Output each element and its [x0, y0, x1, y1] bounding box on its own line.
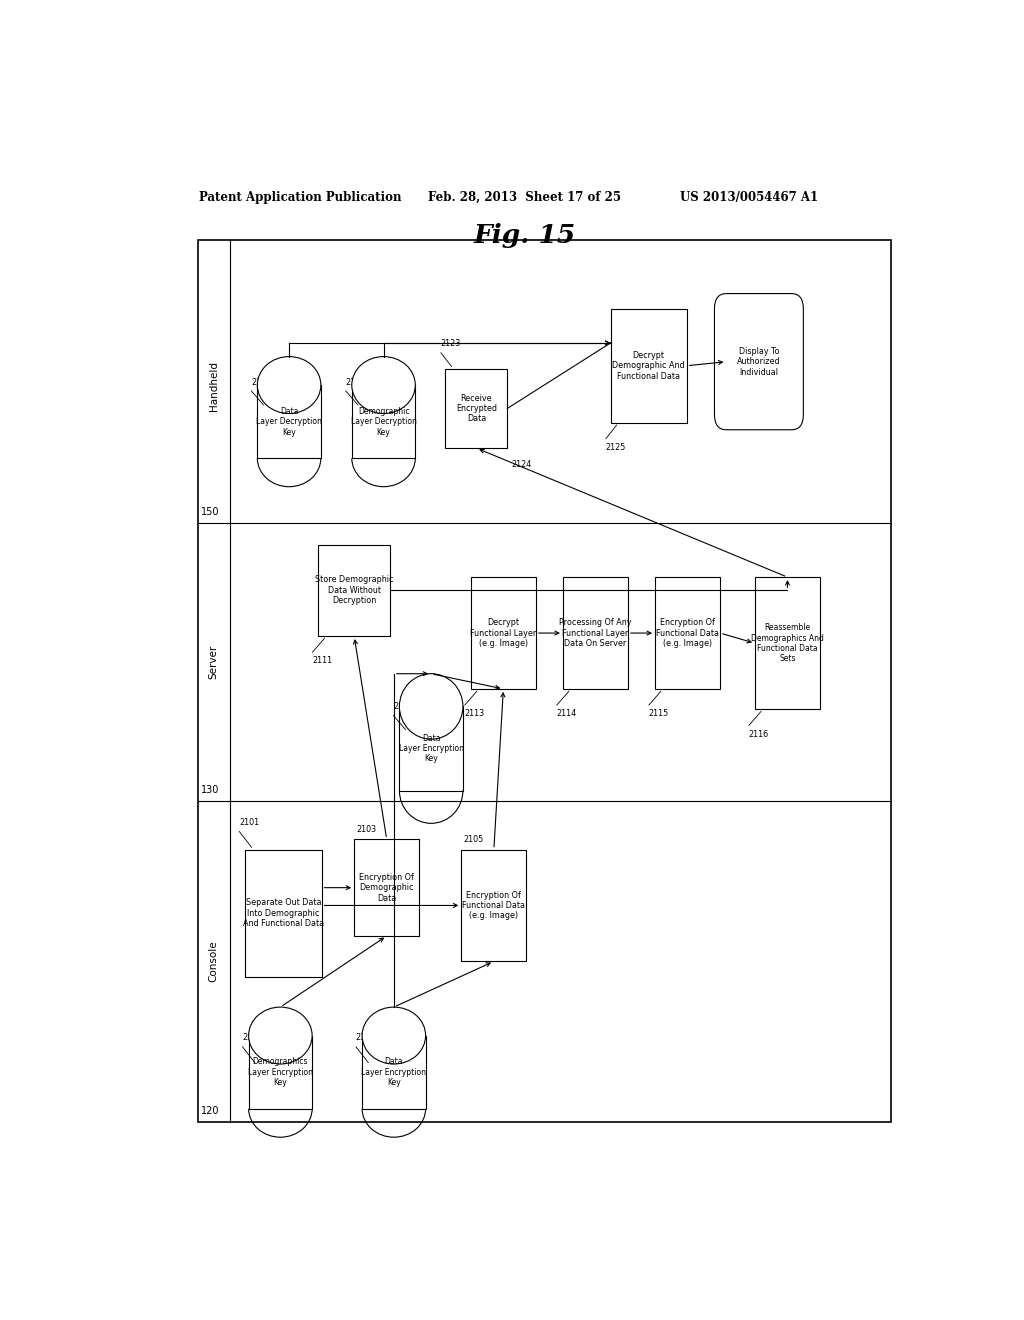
Ellipse shape	[352, 356, 416, 413]
Text: Data
Layer Decryption
Key: Data Layer Decryption Key	[256, 407, 322, 437]
Text: 120: 120	[201, 1106, 219, 1115]
Text: 2104: 2104	[355, 1034, 376, 1043]
Text: Reassemble
Demographics And
Functional Data
Sets: Reassemble Demographics And Functional D…	[751, 623, 824, 664]
Text: Display To
Authorized
Individual: Display To Authorized Individual	[737, 347, 780, 376]
FancyBboxPatch shape	[249, 1036, 312, 1109]
Text: Decrypt
Demographic And
Functional Data: Decrypt Demographic And Functional Data	[612, 351, 685, 380]
FancyBboxPatch shape	[198, 240, 892, 1122]
Text: 2122: 2122	[345, 378, 366, 387]
Text: Encryption Of
Functional Data
(e.g. Image): Encryption Of Functional Data (e.g. Imag…	[656, 618, 719, 648]
Text: Server: Server	[209, 644, 219, 678]
Text: Receive
Encrypted
Data: Receive Encrypted Data	[456, 393, 497, 424]
Text: Patent Application Publication: Patent Application Publication	[200, 190, 402, 203]
Text: 2103: 2103	[356, 825, 377, 834]
FancyBboxPatch shape	[563, 577, 628, 689]
Text: US 2013/0054467 A1: US 2013/0054467 A1	[680, 190, 818, 203]
FancyBboxPatch shape	[655, 577, 720, 689]
Text: Processing Of Any
Functional Layer
Data On Server: Processing Of Any Functional Layer Data …	[559, 618, 632, 648]
Ellipse shape	[257, 356, 321, 413]
Text: Handheld: Handheld	[209, 362, 219, 411]
Text: 2123: 2123	[440, 339, 461, 348]
Text: 2125: 2125	[606, 444, 626, 451]
Text: 2104: 2104	[251, 378, 271, 387]
FancyBboxPatch shape	[354, 840, 419, 936]
Text: 2124: 2124	[511, 461, 531, 470]
Text: 2112: 2112	[393, 702, 414, 711]
Text: Feb. 28, 2013  Sheet 17 of 25: Feb. 28, 2013 Sheet 17 of 25	[428, 190, 621, 203]
Text: Demographic
Layer Decryption
Key: Demographic Layer Decryption Key	[350, 407, 417, 437]
Text: Decrypt
Functional Layer
(e.g. Image): Decrypt Functional Layer (e.g. Image)	[470, 618, 537, 648]
Text: 2114: 2114	[557, 709, 577, 718]
FancyBboxPatch shape	[471, 577, 536, 689]
Text: 2105: 2105	[464, 836, 484, 845]
Text: 130: 130	[201, 784, 219, 795]
FancyBboxPatch shape	[755, 577, 820, 709]
Text: 2113: 2113	[465, 709, 484, 718]
FancyBboxPatch shape	[610, 309, 687, 422]
Text: 2116: 2116	[749, 730, 769, 739]
Text: 2115: 2115	[648, 709, 669, 718]
FancyBboxPatch shape	[461, 850, 526, 961]
FancyBboxPatch shape	[445, 368, 507, 447]
Text: 2111: 2111	[312, 656, 332, 665]
Ellipse shape	[399, 673, 463, 739]
Text: Separate Out Data
Into Demographic
And Functional Data: Separate Out Data Into Demographic And F…	[243, 898, 325, 928]
Text: Demographics
Layer Encryption
Key: Demographics Layer Encryption Key	[248, 1057, 313, 1088]
FancyBboxPatch shape	[362, 1036, 426, 1109]
Text: Store Demographic
Data Without
Decryption: Store Demographic Data Without Decryptio…	[315, 576, 393, 606]
Ellipse shape	[362, 1007, 426, 1064]
Text: Encryption Of
Functional Data
(e.g. Image): Encryption Of Functional Data (e.g. Imag…	[463, 891, 525, 920]
Ellipse shape	[249, 1007, 312, 1064]
Text: Fig. 15: Fig. 15	[474, 223, 575, 248]
Text: Encryption Of
Demographic
Data: Encryption Of Demographic Data	[359, 873, 414, 903]
FancyBboxPatch shape	[257, 385, 321, 458]
FancyBboxPatch shape	[715, 293, 804, 430]
FancyBboxPatch shape	[318, 545, 390, 636]
FancyBboxPatch shape	[246, 850, 322, 977]
FancyBboxPatch shape	[399, 706, 463, 791]
Text: 2101: 2101	[239, 818, 259, 828]
Text: Data
Layer Encryption
Key: Data Layer Encryption Key	[398, 734, 464, 763]
FancyBboxPatch shape	[352, 385, 416, 458]
Text: 150: 150	[201, 507, 219, 517]
Text: Data
Layer Encryption
Key: Data Layer Encryption Key	[361, 1057, 426, 1088]
Text: Console: Console	[209, 941, 219, 982]
Text: 2102: 2102	[243, 1034, 262, 1043]
